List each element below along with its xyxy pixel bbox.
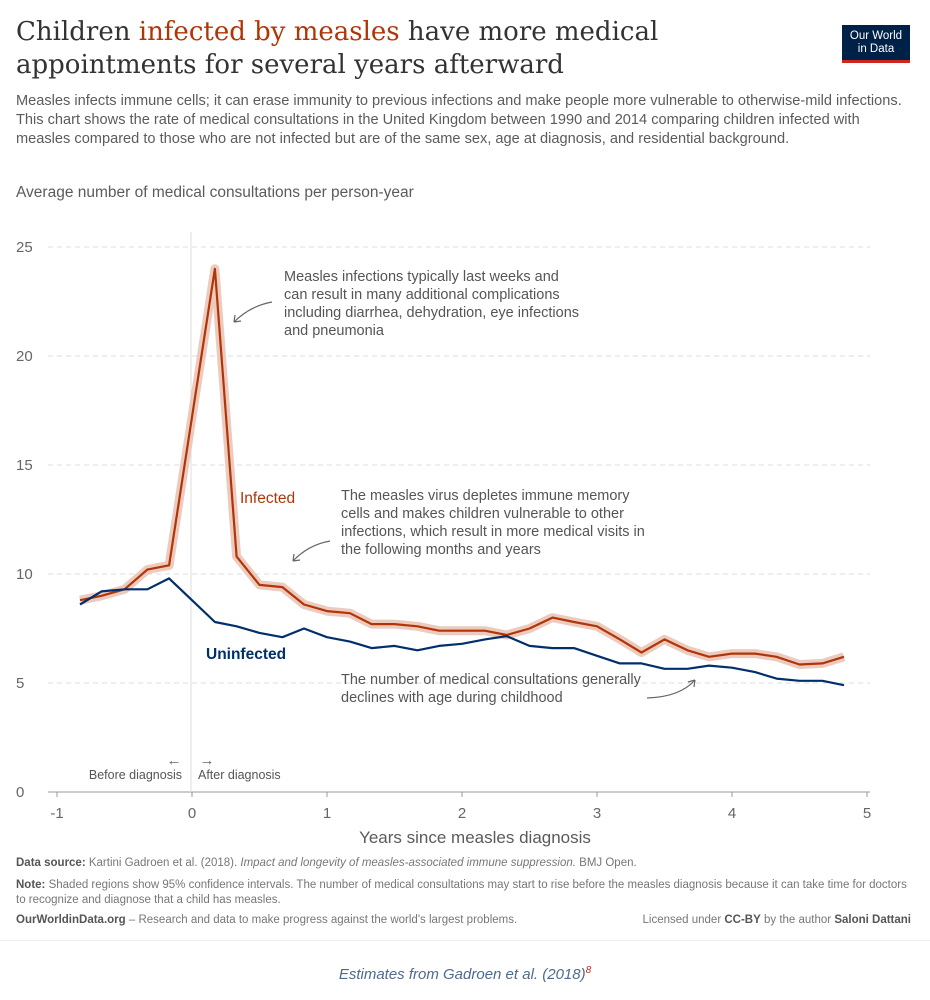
- figure-caption: Estimates from Gadroen et al. (2018)8: [338, 965, 592, 983]
- footnote-ref[interactable]: 8: [585, 965, 592, 976]
- series-label-uninfected: Uninfected: [206, 646, 286, 663]
- y-tick-label: 20: [16, 348, 33, 365]
- right-arrow-icon: →: [200, 752, 215, 769]
- y-tick-label: 10: [16, 566, 33, 583]
- arrow-icon: [646, 679, 696, 699]
- site-tagline: OurWorldinData.org – Research and data t…: [16, 914, 518, 926]
- owid-logo[interactable]: Our World in Data: [842, 25, 910, 63]
- x-tick-label: 5: [863, 805, 871, 822]
- y-tick-label: 25: [16, 239, 33, 256]
- x-tick-label: 2: [458, 805, 466, 822]
- arrowhead-icon: [233, 314, 242, 323]
- x-tick-label: 0: [188, 805, 196, 822]
- license-link[interactable]: CC-BY: [724, 914, 761, 926]
- series-line-uninfected[interactable]: [79, 577, 845, 687]
- y-tick-label: 5: [16, 675, 24, 692]
- annotation-immune: The measles virus depletes immune memory…: [341, 488, 645, 558]
- before-diagnosis-label: Before diagnosis: [89, 768, 182, 782]
- after-diagnosis-label: After diagnosis: [198, 768, 281, 782]
- site-link[interactable]: OurWorldinData.org: [16, 914, 126, 926]
- license: Licensed under CC-BY by the author Salon…: [642, 914, 911, 926]
- y-axis-label: Average number of medical consultations …: [16, 184, 414, 201]
- annotation-peak: Measles infections typically last weeks …: [284, 269, 580, 339]
- series-line-infected[interactable]: [79, 267, 845, 666]
- line-chart: 0 5 10 15 20 25 -1 0 1 2 3 4 5 Years since measles d…: [16, 232, 871, 847]
- y-tick-label: 15: [16, 457, 33, 474]
- divider: [0, 940, 930, 941]
- x-tick-label: 3: [593, 805, 601, 822]
- chart-title: Children infected by measles have more m…: [16, 17, 659, 80]
- series-label-infected: Infected: [240, 490, 295, 507]
- x-axis-label: Years since measles diagnosis: [359, 828, 591, 847]
- chart-subtitle: Measles infects immune cells; it can era…: [16, 93, 902, 147]
- x-tick-label: 1: [323, 805, 331, 822]
- x-tick-label: -1: [50, 805, 63, 822]
- x-tick-label: 4: [728, 805, 736, 822]
- arrow-icon: [292, 540, 331, 562]
- annotation-decline: The number of medical consultations gene…: [341, 672, 641, 706]
- arrowhead-icon: [292, 553, 301, 562]
- arrowhead-icon: [687, 679, 696, 688]
- data-source: Data source: Kartini Gadroen et al. (201…: [16, 857, 637, 869]
- title-highlight: infected by measles: [138, 17, 400, 47]
- left-arrow-icon: ←: [167, 752, 182, 769]
- y-tick-label: 0: [16, 784, 24, 801]
- note: Note: Shaded regions show 95% confidence…: [16, 879, 907, 906]
- arrow-icon: [233, 301, 273, 323]
